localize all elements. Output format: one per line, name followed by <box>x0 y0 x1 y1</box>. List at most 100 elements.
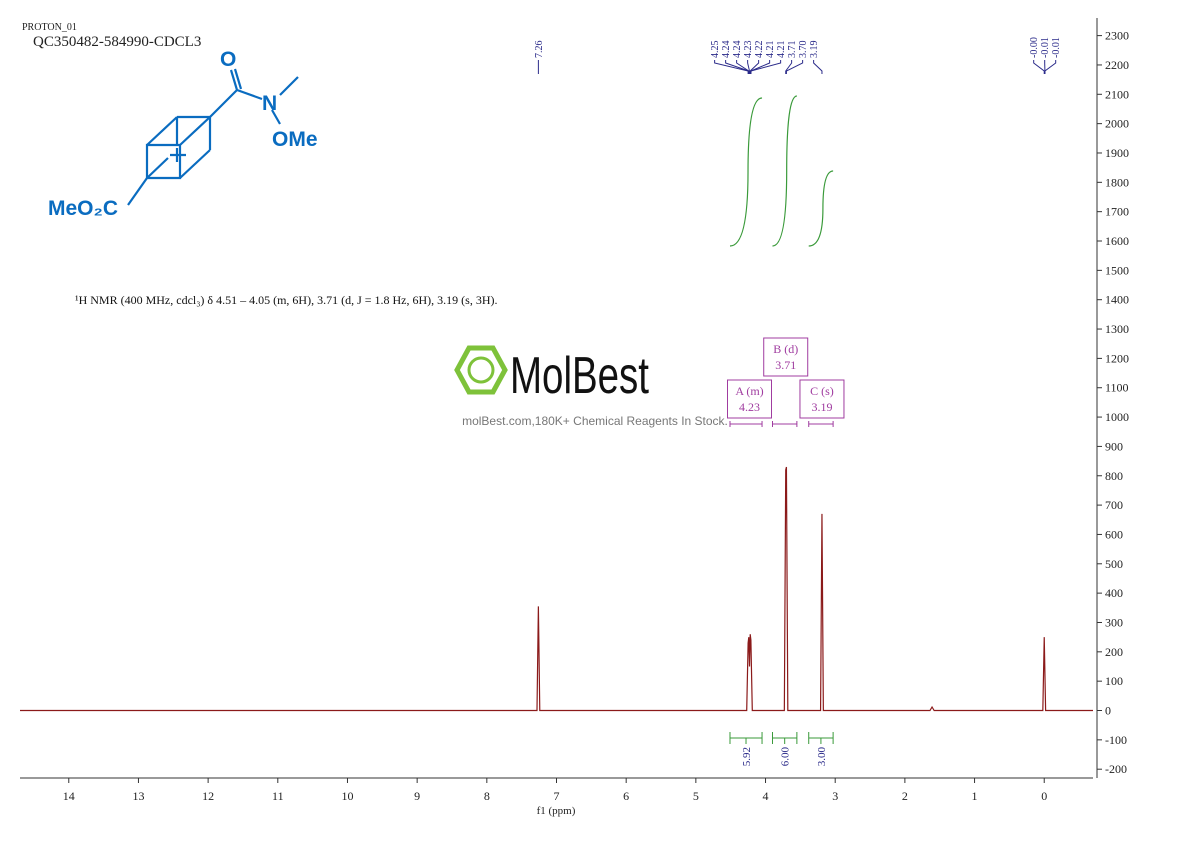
peak-label: -0.01 <box>1040 37 1051 58</box>
integral-label: 3.00 <box>816 747 828 767</box>
nmr-annotation: ¹H NMR (400 MHz, cdcl₃) δ 4.51 – 4.05 (m… <box>75 293 498 307</box>
multiplet-label: C (s) <box>810 384 834 398</box>
peak-leader <box>736 60 750 74</box>
tagline: molBest.com,180K+ Chemical Reagents In S… <box>462 414 728 428</box>
y-tick-label: 2100 <box>1105 87 1129 101</box>
peak-label: 4.24 <box>721 41 732 59</box>
multiplet-label: B (d) <box>773 342 798 356</box>
peak-leader <box>813 60 823 74</box>
atom-label: OMe <box>272 128 318 151</box>
x-tick-label: 13 <box>132 789 144 803</box>
multiplet-shift: 3.19 <box>811 400 832 414</box>
y-tick-label: 900 <box>1105 439 1123 453</box>
integral-range <box>808 732 834 744</box>
peak-label: -0.01 <box>1051 37 1062 58</box>
y-tick-label: 1500 <box>1105 263 1129 277</box>
x-tick-label: 1 <box>972 789 978 803</box>
integral-curve <box>772 95 798 247</box>
multiplet-shift: 4.23 <box>739 400 760 414</box>
x-tick-label: 7 <box>554 789 560 803</box>
y-tick-label: 1100 <box>1105 381 1129 395</box>
x-tick-label: 10 <box>341 789 353 803</box>
y-tick-label: 1200 <box>1105 351 1129 365</box>
x-tick-label: 12 <box>202 789 214 803</box>
logo <box>454 345 508 395</box>
y-tick-label: 1800 <box>1105 175 1129 189</box>
integral-range <box>771 732 798 744</box>
y-tick-label: 800 <box>1105 469 1123 483</box>
x-tick-label: 0 <box>1041 789 1047 803</box>
y-tick-label: 500 <box>1105 557 1123 571</box>
integral-curve <box>808 170 834 247</box>
x-tick-label: 14 <box>63 789 75 803</box>
x-tick-label: 3 <box>832 789 838 803</box>
y-tick-label: 1000 <box>1105 410 1129 424</box>
multiplet-shift: 3.71 <box>775 358 796 372</box>
y-tick-label: -100 <box>1105 733 1127 747</box>
y-tick-label: -200 <box>1105 762 1127 776</box>
peak-leader <box>785 60 804 74</box>
integral-label: 6.00 <box>780 747 792 767</box>
multiplet-range <box>729 421 763 427</box>
peak-label: 4.21 <box>765 41 776 59</box>
multiplet-box <box>763 337 809 377</box>
chart-subtitle: QC350482-584990-CDCL3 <box>33 34 201 50</box>
y-tick-label: 400 <box>1105 586 1123 600</box>
integral-range <box>729 732 763 744</box>
x-tick-label: 2 <box>902 789 908 803</box>
atom-label: MeO₂C <box>48 197 118 220</box>
multiplet-range <box>771 421 798 427</box>
y-tick-label: 1300 <box>1105 322 1129 336</box>
peak-label: 3.19 <box>809 41 820 59</box>
chart-title: PROTON_01 <box>22 22 77 33</box>
y-tick-label: 300 <box>1105 615 1123 629</box>
y-tick-label: 100 <box>1105 674 1123 688</box>
y-tick-label: 2300 <box>1105 29 1129 43</box>
y-tick-label: 2200 <box>1105 58 1129 72</box>
peak-leader <box>750 60 782 74</box>
multiplet-label: A (m) <box>735 384 763 398</box>
multiplet-range <box>808 421 834 427</box>
atom-label: N <box>262 92 277 115</box>
peak-label: 3.70 <box>798 41 809 59</box>
y-tick-label: 1900 <box>1105 146 1129 160</box>
y-tick-label: 1600 <box>1105 234 1129 248</box>
peak-label: 4.24 <box>732 41 743 59</box>
peak-leader <box>725 60 750 74</box>
y-tick-label: 0 <box>1105 704 1111 718</box>
peak-leader <box>747 60 751 74</box>
x-tick-label: 9 <box>414 789 420 803</box>
x-tick-label: 5 <box>693 789 699 803</box>
integral-curve <box>729 97 763 247</box>
peak-leader <box>785 60 793 74</box>
y-tick-label: 2000 <box>1105 117 1129 131</box>
multiplet-box <box>727 379 773 419</box>
x-tick-label: 6 <box>623 789 629 803</box>
y-tick-label: 1400 <box>1105 293 1129 307</box>
peak-label: -0.00 <box>1029 37 1040 58</box>
peak-label: 4.23 <box>743 41 754 59</box>
brand: MolBest <box>510 346 649 404</box>
x-tick-label: 8 <box>484 789 490 803</box>
x-axis-label: f1 (ppm) <box>537 805 576 817</box>
peak-label: 4.22 <box>754 41 765 59</box>
x-tick-label: 4 <box>763 789 769 803</box>
structure-bonds <box>127 68 299 206</box>
peak-label: 4.25 <box>710 41 721 59</box>
atom-label: O <box>220 48 236 71</box>
y-tick-label: 1700 <box>1105 205 1129 219</box>
y-tick-label: 700 <box>1105 498 1123 512</box>
spectrum <box>20 466 1093 712</box>
peak-leader <box>714 60 749 74</box>
y-tick-label: 200 <box>1105 645 1123 659</box>
peak-leader <box>1044 60 1057 74</box>
x-tick-label: 11 <box>272 789 284 803</box>
peak-label: 4.21 <box>776 41 787 59</box>
y-tick-label: 600 <box>1105 527 1123 541</box>
peak-leader <box>749 60 760 74</box>
peak-label: 7.26 <box>534 41 545 59</box>
multiplet-box <box>799 379 845 419</box>
peak-label: 3.71 <box>787 41 798 59</box>
peak-leader <box>1033 60 1045 74</box>
